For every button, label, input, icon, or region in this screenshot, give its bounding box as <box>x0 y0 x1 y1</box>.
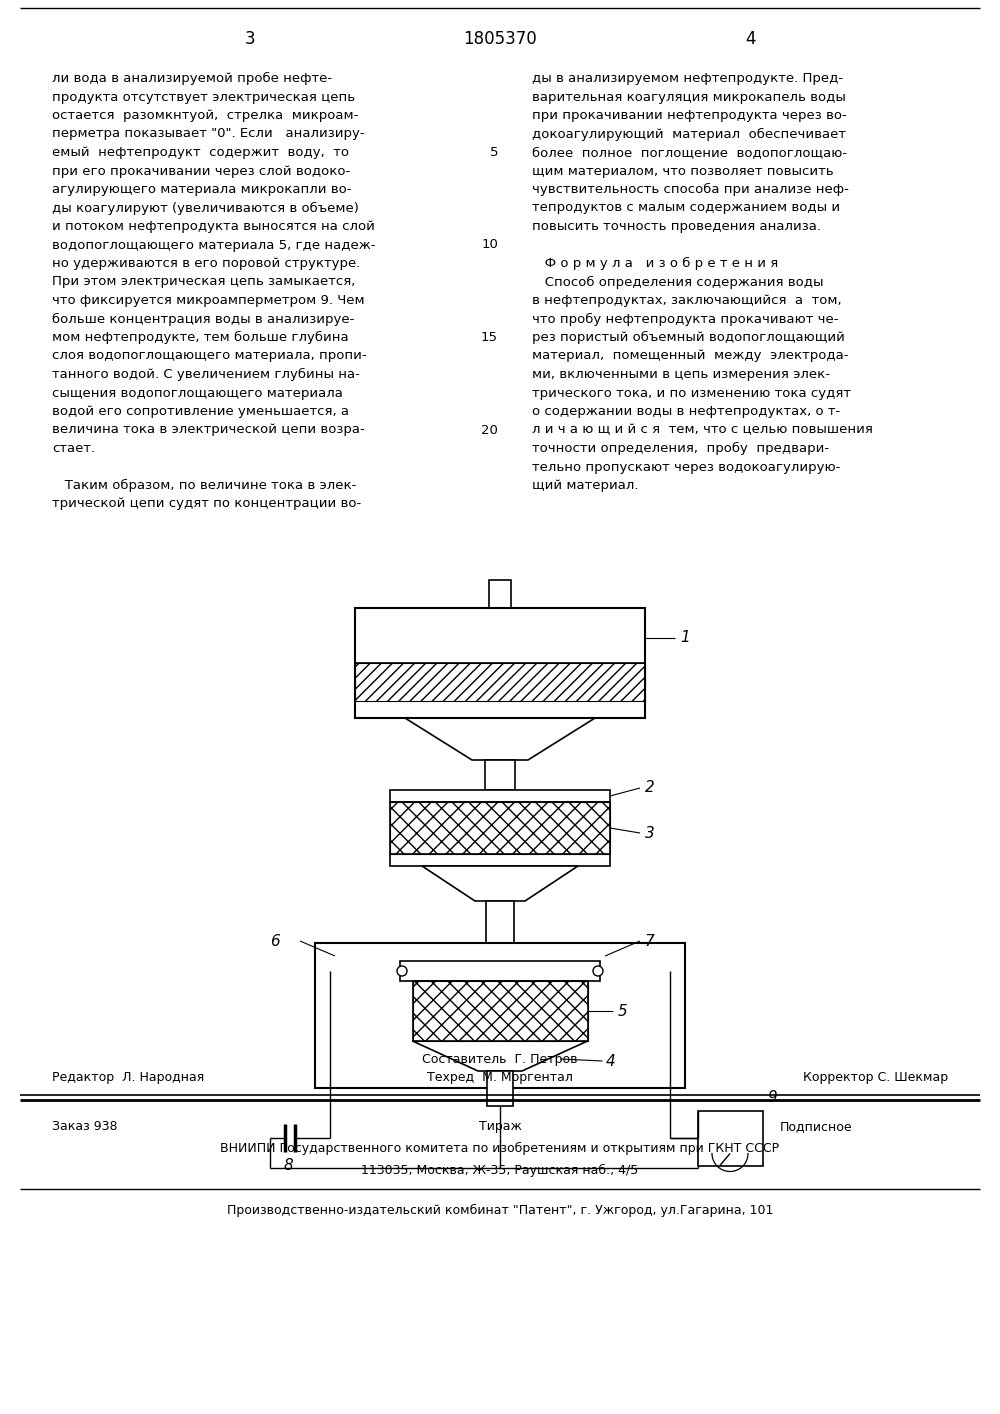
Text: 1: 1 <box>680 631 690 646</box>
Text: ды в анализируемом нефтепродукте. Пред-: ды в анализируемом нефтепродукте. Пред- <box>532 72 843 85</box>
Text: ды коагулируют (увеличиваются в объеме): ды коагулируют (увеличиваются в объеме) <box>52 202 359 215</box>
Text: 113035, Москва, Ж-35, Раушская наб., 4/5: 113035, Москва, Ж-35, Раушская наб., 4/5 <box>361 1164 639 1176</box>
Text: Таким образом, по величине тока в элек-: Таким образом, по величине тока в элек- <box>52 479 356 492</box>
Text: 3: 3 <box>645 826 655 840</box>
Bar <box>400 962 600 981</box>
Text: 4: 4 <box>606 1053 615 1069</box>
Circle shape <box>593 966 603 976</box>
Text: ВНИИПИ Государственного комитета по изобретениям и открытиям при ГКНТ СССР: ВНИИПИ Государственного комитета по изоб… <box>220 1143 780 1155</box>
Text: точности определения,  пробу  предвари-: точности определения, пробу предвари- <box>532 443 829 455</box>
Text: 7: 7 <box>645 933 655 949</box>
Text: Подписное: Подписное <box>780 1120 853 1133</box>
Text: ми, включенными в цепь измерения элек-: ми, включенными в цепь измерения элек- <box>532 368 830 380</box>
Text: Редактор  Л. Народная: Редактор Л. Народная <box>52 1070 204 1083</box>
Text: 6: 6 <box>270 933 280 949</box>
Text: 2: 2 <box>645 781 655 796</box>
Text: л и ч а ю щ и й с я  тем, что с целью повышения: л и ч а ю щ и й с я тем, что с целью пов… <box>532 424 873 437</box>
Text: трической цепи судят по концентрации во-: трической цепи судят по концентрации во- <box>52 498 361 510</box>
Bar <box>390 790 610 802</box>
Text: мом нефтепродукте, тем больше глубина: мом нефтепродукте, тем больше глубина <box>52 331 349 344</box>
Text: ли вода в анализируемой пробе нефте-: ли вода в анализируемой пробе нефте- <box>52 72 332 85</box>
Bar <box>486 901 514 943</box>
Text: больше концентрация воды в анализируе-: больше концентрация воды в анализируе- <box>52 312 354 325</box>
Text: в нефтепродуктах, заключающийся  а  том,: в нефтепродуктах, заключающийся а том, <box>532 294 842 307</box>
Text: но удерживаются в его поровой структуре.: но удерживаются в его поровой структуре. <box>52 257 360 270</box>
Text: варительная коагуляция микрокапель воды: варительная коагуляция микрокапель воды <box>532 90 846 103</box>
Bar <box>487 1070 513 1106</box>
Text: тепродуктов с малым содержанием воды и: тепродуктов с малым содержанием воды и <box>532 202 840 215</box>
Text: стает.: стает. <box>52 443 95 455</box>
Bar <box>698 1110 763 1165</box>
Text: 5: 5 <box>490 146 498 158</box>
Bar <box>390 854 610 865</box>
Polygon shape <box>405 718 595 759</box>
Text: величина тока в электрической цепи возра-: величина тока в электрической цепи возра… <box>52 424 365 437</box>
Text: щим материалом, что позволяет повысить: щим материалом, что позволяет повысить <box>532 164 834 178</box>
Text: Ф о р м у л а   и з о б р е т е н и я: Ф о р м у л а и з о б р е т е н и я <box>532 257 778 270</box>
Text: 3: 3 <box>245 30 255 48</box>
Text: 8: 8 <box>283 1158 293 1174</box>
Bar <box>355 663 645 701</box>
Bar <box>355 608 645 663</box>
Text: водой его сопротивление уменьшается, а: водой его сопротивление уменьшается, а <box>52 404 349 419</box>
Text: трического тока, и по изменению тока судят: трического тока, и по изменению тока суд… <box>532 386 851 400</box>
Polygon shape <box>413 1041 588 1070</box>
Text: емый  нефтепродукт  содержит  воду,  то: емый нефтепродукт содержит воду, то <box>52 146 349 158</box>
Text: повысить точность проведения анализа.: повысить точность проведения анализа. <box>532 221 821 233</box>
Bar <box>489 580 511 608</box>
Text: Способ определения содержания воды: Способ определения содержания воды <box>532 276 824 288</box>
Text: щий материал.: щий материал. <box>532 479 639 492</box>
Text: танного водой. С увеличением глубины на-: танного водой. С увеличением глубины на- <box>52 368 360 382</box>
Text: что фиксируется микроамперметром 9. Чем: что фиксируется микроамперметром 9. Чем <box>52 294 365 307</box>
Text: 9: 9 <box>768 1090 777 1106</box>
Text: 1805370: 1805370 <box>463 30 537 48</box>
Bar <box>485 759 515 790</box>
Text: рез пористый объемный водопоглощающий: рез пористый объемный водопоглощающий <box>532 331 845 344</box>
Text: Техред  М. Моргентал: Техред М. Моргентал <box>427 1070 573 1085</box>
Text: и потоком нефтепродукта выносятся на слой: и потоком нефтепродукта выносятся на сло… <box>52 221 375 233</box>
Text: при прокачивании нефтепродукта через во-: при прокачивании нефтепродукта через во- <box>532 109 847 122</box>
Text: 10: 10 <box>481 239 498 252</box>
Text: остается  разомкнтуой,  стрелка  микроам-: остается разомкнтуой, стрелка микроам- <box>52 109 358 122</box>
Text: докоагулирующий  материал  обеспечивает: докоагулирующий материал обеспечивает <box>532 127 846 140</box>
Text: при его прокачивании через слой водоко-: при его прокачивании через слой водоко- <box>52 164 350 178</box>
Text: 20: 20 <box>481 424 498 437</box>
Text: При этом электрическая цепь замыкается,: При этом электрическая цепь замыкается, <box>52 276 355 288</box>
Text: Производственно-издательский комбинат "Патент", г. Ужгород, ул.Гагарина, 101: Производственно-издательский комбинат "П… <box>227 1203 773 1217</box>
Text: продукта отсутствует электрическая цепь: продукта отсутствует электрическая цепь <box>52 90 355 103</box>
Text: что пробу нефтепродукта прокачивают че-: что пробу нефтепродукта прокачивают че- <box>532 312 838 325</box>
Text: Тираж: Тираж <box>479 1120 521 1133</box>
Text: 5: 5 <box>618 1004 627 1018</box>
Text: агулирующего материала микрокапли во-: агулирующего материала микрокапли во- <box>52 182 352 197</box>
Text: более  полное  поглощение  водопоглощаю-: более полное поглощение водопоглощаю- <box>532 146 847 158</box>
Bar <box>355 701 645 718</box>
Text: тельно пропускают через водокоагулирую-: тельно пропускают через водокоагулирую- <box>532 461 840 474</box>
Text: водопоглощающего материала 5, где надеж-: водопоглощающего материала 5, где надеж- <box>52 239 376 252</box>
Text: перметра показывает "0". Если   анализиру-: перметра показывает "0". Если анализиру- <box>52 127 365 140</box>
Text: 4: 4 <box>745 30 755 48</box>
Text: материал,  помещенный  между  электрода-: материал, помещенный между электрода- <box>532 349 848 362</box>
Text: Корректор С. Шекмар: Корректор С. Шекмар <box>803 1070 948 1083</box>
Bar <box>315 943 685 1087</box>
Polygon shape <box>422 865 578 901</box>
Text: чувствительность способа при анализе неф-: чувствительность способа при анализе неф… <box>532 182 849 197</box>
Text: 15: 15 <box>481 331 498 344</box>
Bar <box>355 608 645 718</box>
Bar <box>413 981 588 1041</box>
Text: Составитель  Г. Петров: Составитель Г. Петров <box>422 1053 578 1066</box>
Bar <box>390 802 610 854</box>
Circle shape <box>397 966 407 976</box>
Text: сыщения водопоглощающего материала: сыщения водопоглощающего материала <box>52 386 343 400</box>
Text: Заказ 938: Заказ 938 <box>52 1120 118 1133</box>
Bar <box>390 802 610 854</box>
Text: слоя водопоглощающего материала, пропи-: слоя водопоглощающего материала, пропи- <box>52 349 367 362</box>
Bar <box>413 981 588 1041</box>
Text: о содержании воды в нефтепродуктах, о т-: о содержании воды в нефтепродуктах, о т- <box>532 404 840 419</box>
